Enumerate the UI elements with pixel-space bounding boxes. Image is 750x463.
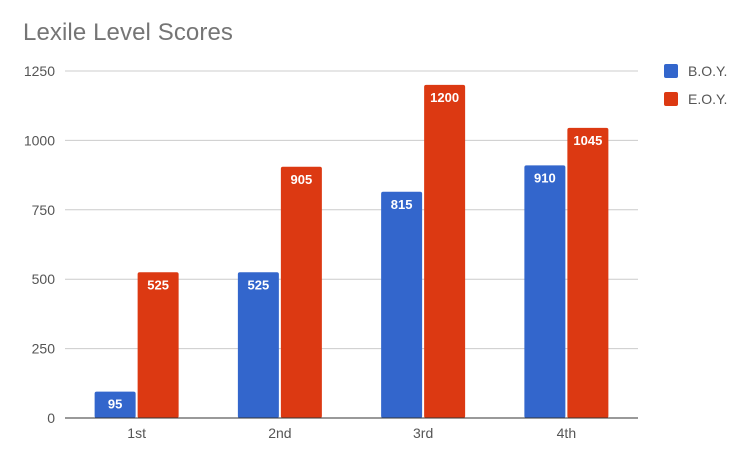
y-axis: 0 250 500 750 1000 1250	[24, 63, 55, 426]
data-label: 1200	[430, 90, 459, 105]
data-label: 525	[147, 277, 169, 292]
bar-boy-4th	[524, 165, 566, 418]
x-tick-label: 3rd	[413, 425, 433, 441]
x-axis: 1st 2nd 3rd 4th	[127, 425, 576, 441]
data-label: 910	[534, 170, 556, 185]
bar-eoy-1st	[137, 272, 179, 418]
data-label: 905	[291, 172, 313, 187]
y-tick-label: 0	[47, 410, 55, 426]
legend-label: E.O.Y.	[688, 91, 727, 107]
bar-eoy-3rd	[424, 84, 466, 418]
chart-title: Lexile Level Scores	[23, 19, 234, 46]
y-tick-label: 750	[32, 202, 56, 218]
y-tick-label: 250	[32, 341, 56, 357]
data-label: 815	[391, 197, 413, 212]
data-label: 525	[248, 277, 270, 292]
data-label: 95	[108, 397, 122, 412]
legend-swatch	[664, 92, 678, 106]
bars	[94, 84, 609, 419]
x-tick-label: 4th	[557, 425, 576, 441]
x-tick-label: 2nd	[268, 425, 291, 441]
bar-eoy-2nd	[280, 166, 322, 418]
legend-label: B.O.Y.	[688, 63, 727, 79]
data-labels: 95 525 525 905 815 1200 910 1045	[108, 90, 602, 412]
legend-swatch	[664, 64, 678, 78]
y-tick-label: 1000	[24, 132, 55, 148]
bar-boy-3rd	[381, 191, 423, 418]
y-tick-label: 1250	[24, 63, 55, 79]
bar-boy-1st	[94, 391, 136, 418]
y-tick-label: 500	[32, 271, 56, 287]
x-tick-label: 1st	[127, 425, 146, 441]
data-label: 1045	[573, 133, 602, 148]
bar-boy-2nd	[237, 272, 279, 418]
bar-eoy-4th	[567, 127, 609, 419]
legend: B.O.Y. E.O.Y.	[664, 63, 727, 107]
